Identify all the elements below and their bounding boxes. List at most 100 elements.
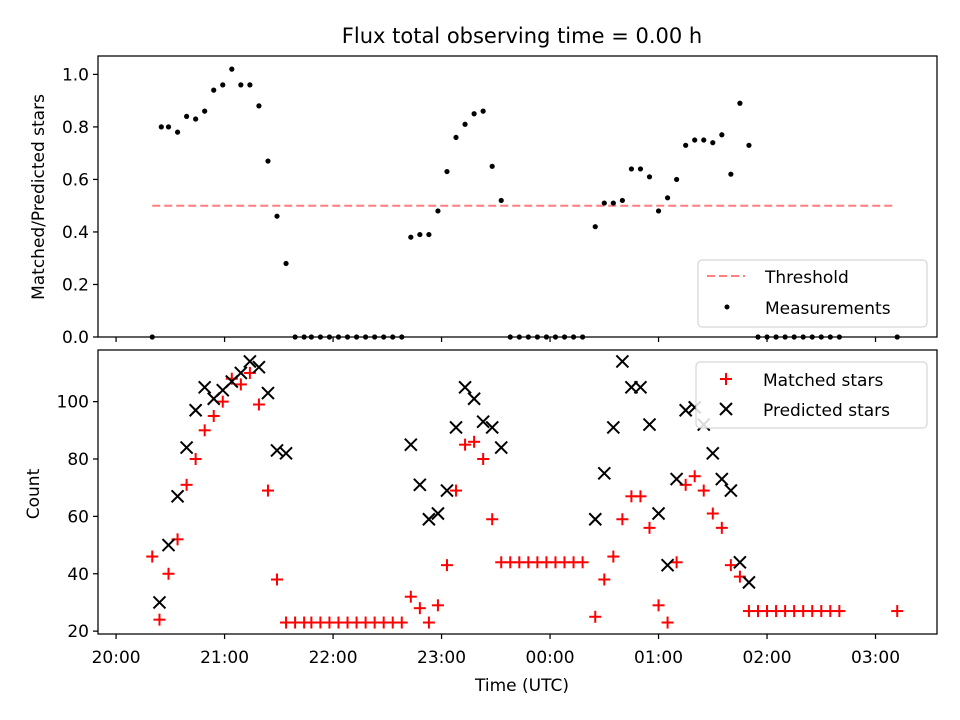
measurement-point [601, 200, 607, 206]
predicted-star-point [179, 440, 194, 455]
measurement-point [498, 197, 504, 204]
measurement-point [202, 108, 208, 114]
predicted-x-b [261, 386, 275, 400]
predicted-star-point [597, 466, 612, 481]
predicted-star-point [733, 555, 747, 569]
predicted-x-b [413, 478, 427, 492]
measurement-point [381, 334, 387, 340]
measurement-point [417, 231, 423, 238]
predicted-x-b [467, 392, 481, 406]
measurement-point [174, 129, 181, 135]
predicted-x-b [715, 472, 729, 486]
measurement-point [646, 174, 653, 180]
matched-star-point [576, 556, 589, 569]
predicted-star-point [476, 415, 490, 429]
bottom-y-tick-label: 80 [67, 450, 89, 470]
matched-star-point [486, 513, 499, 526]
measurement-point [265, 158, 271, 164]
measurement-point [229, 66, 235, 72]
measurement-point [592, 224, 598, 230]
matched-star-point [598, 573, 611, 586]
matched-star-point [706, 507, 719, 520]
matched-star-point [450, 484, 463, 497]
matched-star-point [216, 395, 229, 408]
matched-star-point [234, 378, 247, 391]
measurement-point [507, 334, 513, 340]
predicted-star-point [243, 354, 257, 369]
predicted-x-b [440, 483, 454, 498]
x-tick-label: 01:00 [634, 648, 683, 668]
predicted-x-b [179, 440, 194, 455]
matched-star-point [413, 602, 426, 615]
measurement-point [344, 334, 351, 340]
matched-star-point [607, 550, 620, 563]
measurement-point [274, 213, 280, 219]
predicted-x-b [615, 354, 630, 369]
predicted-star-point [188, 403, 203, 417]
measurement-point [516, 334, 522, 340]
measurement-point [782, 334, 788, 340]
legend-matched-label: Matched stars [763, 371, 883, 391]
predicted-star-point [588, 512, 602, 526]
top-legend-box [697, 259, 928, 328]
x-tick-label: 21:00 [200, 648, 249, 668]
legend-measurements-swatch [724, 304, 730, 310]
top-y-tick-label: 0.4 [62, 223, 89, 243]
measurement-point [800, 334, 806, 340]
measurement-point [746, 142, 752, 148]
matched-star-point [162, 567, 175, 580]
measurement-point [664, 195, 671, 201]
predicted-star-point [706, 446, 720, 460]
measurement-point [211, 87, 217, 93]
matched-star-point [670, 556, 683, 569]
predicted-x-b [642, 417, 657, 432]
matched-star-point [261, 484, 274, 497]
predicted-star-point [279, 446, 293, 460]
measurement-point [453, 134, 459, 141]
top-y-tick-label: 0.0 [62, 328, 89, 348]
predicted-star-point [431, 506, 445, 521]
predicted-x-b [404, 437, 418, 452]
predicted-star-point [261, 386, 275, 400]
predicted-x-b [449, 420, 463, 435]
matched-star-point [422, 616, 435, 629]
matched-star-point [589, 610, 602, 623]
predicted-x-b [494, 440, 508, 455]
matched-star-point [616, 513, 629, 526]
measurement-point [283, 260, 289, 267]
measurement-point [471, 111, 477, 117]
x-tick-label: 00:00 [526, 648, 575, 668]
matched-star-point [180, 478, 193, 491]
chart-title: Flux total observing time = 0.00 h [342, 24, 702, 48]
measurement-point [570, 334, 577, 340]
measurement-point [426, 231, 432, 238]
predicted-star-point [449, 420, 463, 435]
matched-star-point [652, 599, 665, 612]
top-y-axis-label: Matched/Predicted stars [29, 94, 49, 300]
predicted-x-b [161, 538, 176, 552]
bottom-y-axis-label: Count [24, 468, 44, 519]
predicted-star-point [651, 506, 666, 521]
predicted-star-point [270, 443, 284, 458]
predicted-star-point [234, 366, 248, 380]
bottom-y-tick-label: 40 [67, 565, 89, 585]
predicted-star-point [170, 489, 185, 504]
measurement-point [619, 197, 625, 204]
measurement-point [220, 82, 226, 88]
measurement-point [773, 334, 779, 340]
matched-star-point [643, 521, 656, 534]
matched-star-point [440, 559, 453, 572]
predicted-x-b [606, 420, 621, 435]
predicted-star-point [458, 380, 472, 395]
matched-star-point [459, 438, 472, 451]
measurement-point [628, 166, 635, 172]
predicted-x-b [243, 354, 257, 369]
measurement-point [256, 103, 262, 109]
measurement-point [655, 208, 662, 214]
measurement-point [561, 334, 568, 340]
predicted-x-b [458, 380, 472, 395]
x-tick-label: 02:00 [743, 648, 792, 668]
legend-matched-swatch [720, 373, 732, 385]
matched-star-point [252, 398, 265, 411]
